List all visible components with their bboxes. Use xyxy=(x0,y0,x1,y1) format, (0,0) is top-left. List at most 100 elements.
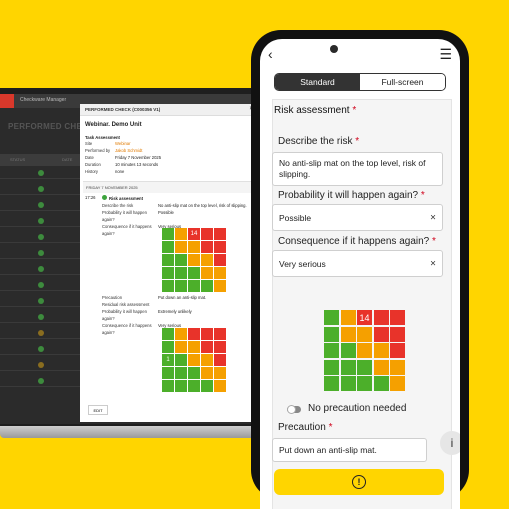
matrix-cell xyxy=(373,343,389,358)
table-row[interactable] xyxy=(0,194,80,195)
warning-button[interactable]: ! xyxy=(274,469,444,495)
matrix-cell xyxy=(324,376,339,391)
matrix-cell xyxy=(390,310,405,325)
matrix-cell xyxy=(357,343,372,358)
entry-time: 17:26 xyxy=(85,195,96,200)
meta-row: Performed by Jakob Schmidt xyxy=(85,148,143,153)
meta-row: Duration 10 minutes 13 seconds xyxy=(85,162,159,167)
camera-icon xyxy=(330,45,338,53)
mini-matrix-cell xyxy=(201,241,213,253)
status-icon xyxy=(38,346,44,352)
table-row[interactable] xyxy=(0,178,80,179)
mini-matrix-cell xyxy=(162,380,174,392)
tab-standard[interactable]: Standard xyxy=(275,74,360,90)
mini-matrix-cell xyxy=(175,367,187,379)
info-icon[interactable]: i xyxy=(440,431,460,455)
mini-matrix-cell xyxy=(175,354,187,366)
back-arrow-icon[interactable]: ‹ xyxy=(268,46,273,62)
table-row[interactable] xyxy=(0,306,80,307)
clear-icon[interactable]: × xyxy=(430,258,436,269)
status-icon xyxy=(38,202,44,208)
residual-risk-matrix-mini: 1 xyxy=(162,328,226,392)
matrix-cell xyxy=(340,343,356,358)
clear-icon[interactable]: × xyxy=(430,212,436,223)
mini-matrix-cell xyxy=(175,380,187,392)
mini-matrix-cell xyxy=(162,241,174,253)
mini-matrix-cell xyxy=(201,328,213,340)
app-logo-icon xyxy=(0,94,14,108)
status-icon xyxy=(38,186,44,192)
mini-matrix-cell xyxy=(214,354,226,366)
entry-row: Precaution Put down an anti-slip mat. xyxy=(102,295,207,300)
risk-matrix: 14 xyxy=(324,310,405,391)
tab-full-screen[interactable]: Full-screen xyxy=(360,74,445,90)
matrix-cell: 14 xyxy=(357,310,372,325)
entry-row: Consequence if it happens again? Very ser… xyxy=(102,224,182,236)
edit-button[interactable]: EDIT xyxy=(88,405,108,415)
status-icon xyxy=(38,282,44,288)
table-row[interactable] xyxy=(0,274,80,275)
phone-topbar: ‹ ☰ xyxy=(260,43,460,67)
hamburger-menu-icon[interactable]: ☰ xyxy=(439,46,452,62)
probability-select[interactable]: Possible × xyxy=(272,204,443,231)
mini-matrix-cell xyxy=(201,280,213,292)
mini-matrix-cell xyxy=(162,341,174,353)
column-date: DATE xyxy=(62,157,73,162)
table-row[interactable] xyxy=(0,338,80,339)
mini-matrix-cell xyxy=(175,241,187,253)
mini-matrix-cell xyxy=(214,367,226,379)
table-row[interactable] xyxy=(0,370,80,371)
matrix-cell xyxy=(373,310,389,325)
laptop-table-header: STATUS DATE xyxy=(0,154,80,166)
status-icon xyxy=(38,234,44,240)
panel-header: PERFORMED CHECK (C000356 V1) × xyxy=(80,104,258,116)
mini-matrix-cell xyxy=(162,280,174,292)
describe-risk-field[interactable]: No anti-slip mat on the top level, risk … xyxy=(272,152,443,186)
matrix-cell xyxy=(324,326,339,342)
mini-matrix-cell xyxy=(175,228,187,240)
performed-check-panel: PERFORMED CHECK (C000356 V1) × Webinar. … xyxy=(80,104,258,422)
entry-row: Probability it will happen again? Extreme… xyxy=(102,309,192,321)
entry-row: Probability it will happen again? Possibl… xyxy=(102,210,174,222)
mini-matrix-cell xyxy=(162,367,174,379)
table-row[interactable] xyxy=(0,258,80,259)
mini-matrix-cell xyxy=(214,380,226,392)
mini-matrix-cell xyxy=(162,228,174,240)
table-row[interactable] xyxy=(0,290,80,291)
mini-matrix-cell xyxy=(201,354,213,366)
entry-row: Residual risk assessment xyxy=(102,302,150,307)
mini-matrix-cell xyxy=(214,280,226,292)
table-row[interactable] xyxy=(0,226,80,227)
laptop-base xyxy=(0,426,265,438)
panel-header-title: PERFORMED CHECK (C000356 V1) xyxy=(85,107,161,112)
entry-block: 17:26 Risk assessment Describe the risk N… xyxy=(80,193,258,237)
mini-matrix-cell xyxy=(201,254,213,266)
mini-matrix-cell xyxy=(188,267,200,279)
table-row[interactable] xyxy=(0,386,80,387)
mini-matrix-cell xyxy=(214,341,226,353)
table-row[interactable] xyxy=(0,210,80,211)
consequence-select[interactable]: Very serious × xyxy=(272,250,443,277)
table-row[interactable] xyxy=(0,354,80,355)
matrix-cell xyxy=(324,343,339,358)
meta-row: Site Webinar xyxy=(85,141,131,146)
status-icon xyxy=(38,218,44,224)
mini-matrix-cell xyxy=(214,328,226,340)
check-icon xyxy=(102,195,107,200)
consequence-label: Consequence if it happens again? * xyxy=(278,236,436,247)
laptop-page-title: PERFORMED CHE xyxy=(8,122,83,131)
mini-matrix-cell xyxy=(175,254,187,266)
precaution-field[interactable]: Put down an anti-slip mat. xyxy=(272,438,427,462)
mini-matrix-cell xyxy=(175,341,187,353)
task-assessment-heading: Task Assessment xyxy=(85,135,120,140)
no-precaution-toggle[interactable] xyxy=(287,405,301,414)
mini-matrix-cell xyxy=(162,267,174,279)
mini-matrix-cell xyxy=(201,228,213,240)
date-bar: FRIDAY 7 NOVEMBER 2025 xyxy=(83,181,255,193)
table-row[interactable] xyxy=(0,322,80,323)
matrix-cell xyxy=(357,359,372,375)
mini-matrix-cell xyxy=(188,241,200,253)
table-row[interactable] xyxy=(0,242,80,243)
laptop-topbar-title: Checkware Manager xyxy=(20,97,67,103)
mini-matrix-cell xyxy=(188,367,200,379)
